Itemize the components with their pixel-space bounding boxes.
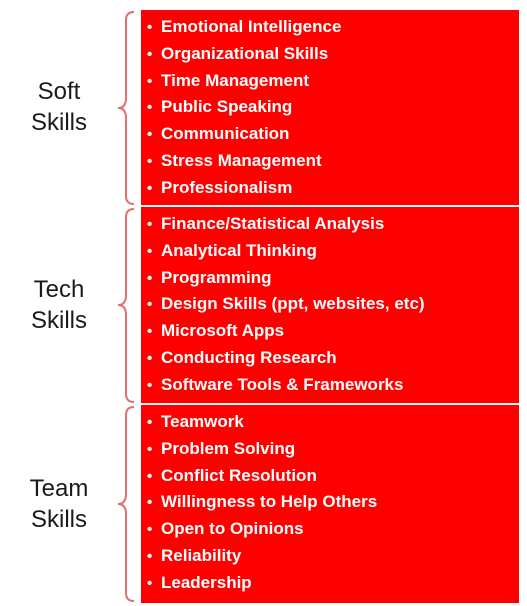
list-item: • Reliability (147, 543, 519, 570)
group-label-line: Soft (37, 78, 81, 105)
group-label-line: Skills (30, 506, 87, 533)
list-item: • Microsoft Apps (147, 318, 519, 345)
group-label-line: Tech (33, 276, 85, 303)
group-label-team: Team Skills (0, 473, 118, 535)
group-label-line: Team (29, 475, 89, 502)
bullet-icon: • (147, 269, 153, 287)
list-item: • Software Tools & Frameworks (147, 372, 519, 399)
bullet-icon: • (147, 72, 153, 90)
bullet-icon: • (147, 242, 153, 260)
bullet-icon: • (147, 99, 153, 117)
box-divider (141, 403, 519, 405)
list-item: • Programming (147, 265, 519, 292)
skill-list-soft: • Emotional Intelligence • Organizational … (147, 14, 519, 202)
group-label-line: Skills (30, 307, 87, 334)
group-label-soft: Soft Skills (0, 76, 118, 138)
box-divider (141, 205, 519, 207)
list-item: • Design Skills (ppt, websites, etc) (147, 291, 519, 318)
list-item: • Leadership (147, 570, 519, 597)
brace-tech (117, 208, 135, 403)
brace-soft (117, 11, 135, 205)
skill-list-tech: • Finance/Statistical Analysis • Analytica… (147, 211, 519, 399)
group-label-line: Skills (30, 109, 87, 136)
brace-team (117, 406, 135, 602)
bullet-icon: • (147, 440, 153, 458)
skill-box-team: • Teamwork • Problem Solving • Conflict Res… (141, 405, 519, 603)
list-item: • Teamwork (147, 409, 519, 436)
bullet-icon: • (147, 152, 153, 170)
bullet-icon: • (147, 547, 153, 565)
bullet-icon: • (147, 376, 153, 394)
bullet-icon: • (147, 45, 153, 63)
bullet-icon: • (147, 296, 153, 314)
bullet-icon: • (147, 323, 153, 341)
bullet-icon: • (147, 414, 153, 431)
bullet-icon: • (147, 19, 153, 36)
list-item: • Stress Management (147, 148, 519, 175)
list-item: • Finance/Statistical Analysis (147, 211, 519, 238)
list-item: • Professionalism (147, 175, 519, 202)
list-item: • Willingness to Help Others (147, 489, 519, 516)
list-item: • Time Management (147, 68, 519, 95)
bullet-icon: • (147, 216, 153, 233)
list-item: • Analytical Thinking (147, 238, 519, 265)
bullet-icon: • (147, 494, 153, 512)
bullet-icon: • (147, 126, 153, 144)
bullet-icon: • (147, 521, 153, 539)
list-item: • Open to Opinions (147, 516, 519, 543)
list-item: • Conflict Resolution (147, 463, 519, 490)
list-item: • Problem Solving (147, 436, 519, 463)
list-item: • Emotional Intelligence (147, 14, 519, 41)
skill-list-team: • Teamwork • Problem Solving • Conflict Res… (147, 409, 519, 597)
list-item: • Conducting Research (147, 345, 519, 372)
bullet-icon: • (147, 574, 153, 592)
skill-box-soft: • Emotional Intelligence • Organizational … (141, 10, 519, 206)
list-item: • Public Speaking (147, 94, 519, 121)
bullet-icon: • (147, 179, 153, 197)
bullet-icon: • (147, 349, 153, 367)
list-item: • Organizational Skills (147, 41, 519, 68)
group-label-tech: Tech Skills (0, 274, 118, 336)
bullet-icon: • (147, 467, 153, 485)
skill-box-tech: • Finance/Statistical Analysis • Analytica… (141, 207, 519, 404)
list-item: • Communication (147, 121, 519, 148)
